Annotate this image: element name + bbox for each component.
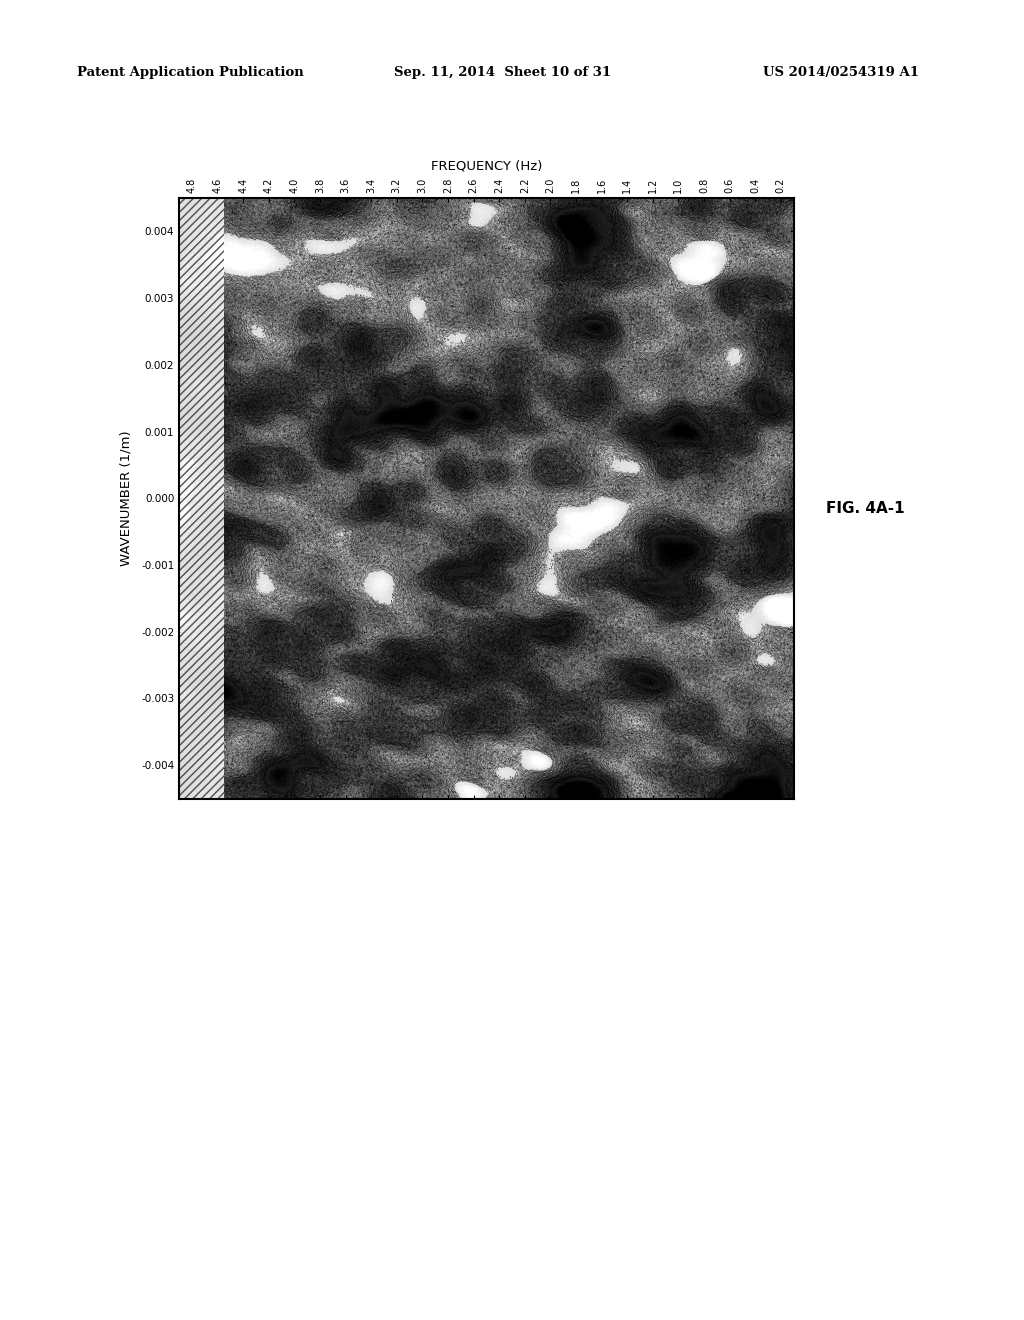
Bar (167, 198, 224, 799)
Y-axis label: WAVENUMBER (1/m): WAVENUMBER (1/m) (120, 430, 133, 566)
Text: Patent Application Publication: Patent Application Publication (77, 66, 303, 79)
X-axis label: FREQUENCY (Hz): FREQUENCY (Hz) (431, 160, 542, 173)
Text: Sep. 11, 2014  Sheet 10 of 31: Sep. 11, 2014 Sheet 10 of 31 (394, 66, 611, 79)
Text: FIG. 4A-1: FIG. 4A-1 (826, 500, 904, 516)
Text: US 2014/0254319 A1: US 2014/0254319 A1 (763, 66, 919, 79)
